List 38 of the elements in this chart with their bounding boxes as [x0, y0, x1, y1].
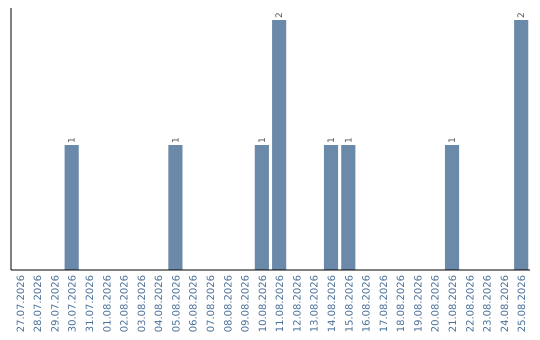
x-tick-label: 25.08.2026: [517, 275, 528, 332]
data-label: 1: [68, 137, 78, 143]
data-label: 2: [517, 12, 528, 18]
x-tick-label: 20.08.2026: [430, 275, 442, 332]
x-tick-label: 12.08.2026: [292, 275, 304, 332]
x-tick-label: 29.07.2026: [50, 275, 62, 332]
x-tick-label: 23.08.2026: [482, 275, 494, 332]
data-label: 2: [275, 12, 286, 18]
x-tick-label: 27.07.2026: [16, 275, 27, 332]
data-label: 1: [258, 137, 268, 143]
x-tick-label: 18.08.2026: [396, 275, 408, 332]
x-tick-label: 31.07.2026: [84, 275, 96, 332]
x-tick-label: 03.08.2026: [136, 275, 148, 332]
x-tick-label: 04.08.2026: [154, 275, 166, 332]
x-tick-label: 07.08.2026: [206, 275, 217, 332]
x-tick-label: 08.08.2026: [223, 275, 234, 332]
data-label: 1: [327, 137, 338, 143]
data-label: 1: [344, 137, 354, 143]
x-tick-label: 09.08.2026: [240, 275, 252, 332]
x-tick-label: 28.07.2026: [33, 275, 44, 332]
x-tick-label: 17.08.2026: [378, 275, 390, 332]
x-tick-label: 13.08.2026: [310, 275, 321, 332]
x-tick-label: 02.08.2026: [120, 275, 131, 332]
x-tick-label: 10.08.2026: [258, 275, 269, 332]
x-tick-label: 15.08.2026: [344, 275, 356, 332]
x-tick-label: 14.08.2026: [327, 275, 338, 332]
x-tick-label: 16.08.2026: [362, 275, 373, 332]
x-tick-label: 22.08.2026: [465, 275, 476, 332]
data-label: 1: [171, 137, 182, 143]
x-tick-label: 30.07.2026: [68, 275, 79, 332]
x-tick-label: 24.08.2026: [500, 275, 511, 332]
x-tick-label: 01.08.2026: [102, 275, 114, 332]
x-tick-label: 06.08.2026: [188, 275, 200, 332]
data-label: 1: [448, 137, 458, 143]
x-tick-label: 19.08.2026: [413, 275, 424, 332]
x-tick-label: 05.08.2026: [171, 275, 182, 332]
x-tick-label: 21.08.2026: [448, 275, 460, 332]
x-tick-label: 11.08.2026: [275, 275, 286, 332]
